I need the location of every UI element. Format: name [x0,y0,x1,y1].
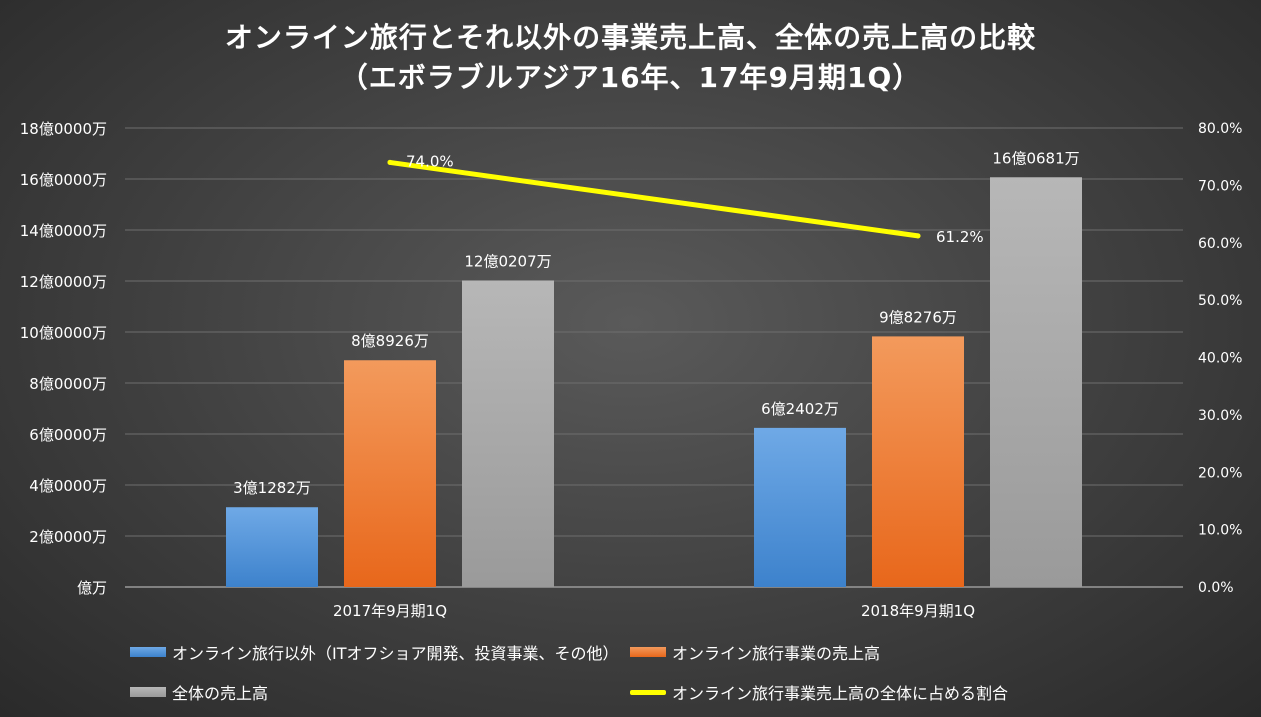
right-tick-label: 10.0% [1198,523,1242,539]
category-label: 2017年9月期1Q [333,602,447,620]
right-tick-label: 0.0% [1198,580,1234,596]
legend-label-non-travel: オンライン旅行以外（ITオフショア開発、投資事業、その他） [172,644,619,663]
bar [226,507,318,587]
left-tick-label: 6億0000万 [29,426,107,444]
left-tick-label: 16億0000万 [20,171,107,189]
right-tick-label: 20.0% [1198,465,1242,481]
legend-swatch-travel [630,647,666,657]
legend-swatch-non-travel [130,647,166,657]
right-axis-ticks: 0.0% 10.0% 20.0% 30.0% 40.0% 50.0% 60.0% 70.0% 8… [1198,121,1242,596]
bar-value-label: 8億8926万 [351,332,429,350]
left-tick-label: 12億0000万 [20,273,107,291]
bar-value-label: 3億1282万 [233,479,311,497]
ratio-point [387,159,393,165]
chart-title-line1: オンライン旅行とそれ以外の事業売上高、全体の売上高の比較 [224,21,1037,54]
legend-item-ratio: オンライン旅行事業売上高の全体に占める割合 [630,680,1008,704]
bar [872,336,964,587]
legend-label-ratio: オンライン旅行事業売上高の全体に占める割合 [672,684,1009,703]
legend-swatch-total [130,687,166,697]
left-tick-label: 10億0000万 [20,324,107,342]
left-tick-label: 億万 [77,579,107,597]
legend-swatch-ratio [630,689,666,695]
right-tick-label: 50.0% [1198,293,1242,309]
right-tick-label: 30.0% [1198,408,1242,424]
left-tick-label: 4億0000万 [29,477,107,495]
left-tick-label: 8億0000万 [29,375,107,393]
bar-value-label: 9億8276万 [879,308,957,326]
category-label: 2018年9月期1Q [861,602,975,620]
left-axis-ticks: 億万 2億0000万 4億0000万 6億0000万 8億0000万 10億0000万 12… [20,120,107,597]
chart-title: オンライン旅行とそれ以外の事業売上高、全体の売上高の比較 （エボラブルアジア16… [0,18,1261,98]
ratio-value-label: 74.0% [406,152,454,170]
ratio-point [915,233,921,239]
bar-value-label: 16億0681万 [992,149,1079,167]
left-tick-label: 18億0000万 [20,120,107,138]
bar [344,360,436,587]
legend-item-non-travel: オンライン旅行以外（ITオフショア開発、投資事業、その他） [130,640,619,664]
right-tick-label: 40.0% [1198,351,1242,367]
legend: オンライン旅行以外（ITオフショア開発、投資事業、その他） オンライン旅行事業の… [130,640,1230,710]
bar [990,177,1082,588]
right-tick-label: 60.0% [1198,236,1242,252]
bars [226,177,1082,588]
legend-label-travel: オンライン旅行事業の売上高 [672,644,881,663]
category-labels: 2017年9月期1Q 2018年9月期1Q [333,602,975,620]
legend-item-travel: オンライン旅行事業の売上高 [630,640,880,664]
bar-value-label: 6億2402万 [761,400,839,418]
left-tick-label: 2億0000万 [29,528,107,546]
right-tick-label: 80.0% [1198,121,1242,137]
legend-item-total: 全体の売上高 [130,680,268,704]
ratio-line-layer [387,159,921,239]
bar [754,427,846,587]
legend-label-total: 全体の売上高 [172,684,269,703]
right-tick-label: 70.0% [1198,178,1242,194]
ratio-value-label: 61.2% [936,228,984,246]
bar-value-label: 12億0207万 [464,252,551,270]
data-labels: 3億1282万 6億2402万 8億8926万 9億8276万 12億0207万 16億0… [233,149,1079,497]
chart-title-line2: （エボラブルアジア16年、17年9月期1Q） [339,61,922,94]
left-tick-label: 14億0000万 [20,222,107,240]
bar [462,280,554,587]
ratio-line [387,159,921,239]
